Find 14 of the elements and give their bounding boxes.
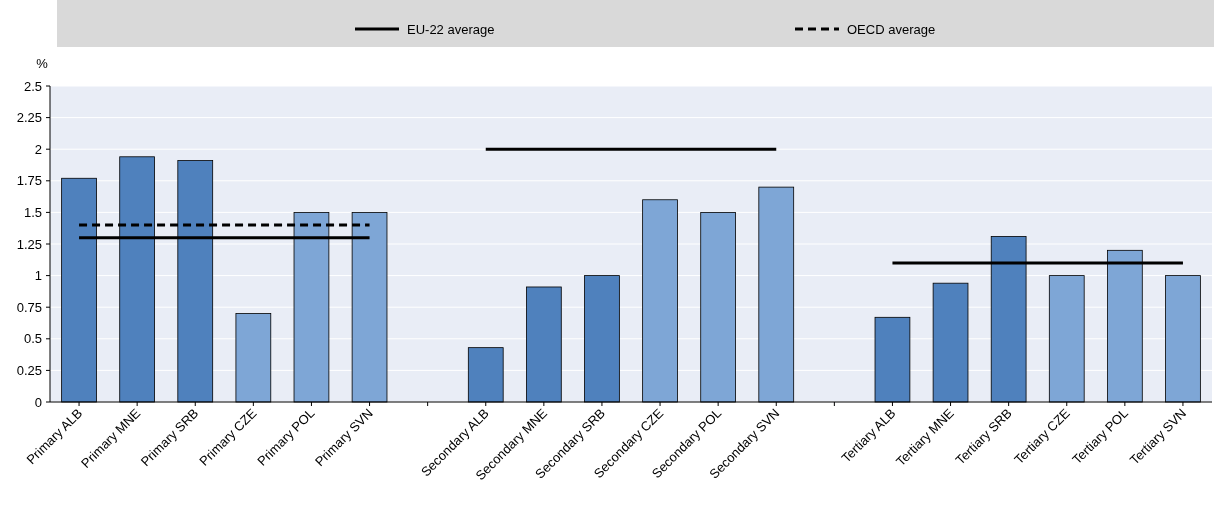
y-tick-label: 2.25 bbox=[16, 110, 42, 126]
y-tick-label: 0.75 bbox=[16, 299, 42, 315]
y-axis-title: % bbox=[36, 56, 49, 71]
y-tick-label: 2.5 bbox=[23, 78, 42, 94]
y-tick-label: 2 bbox=[34, 141, 42, 157]
legend-label: EU-22 average bbox=[407, 21, 495, 37]
legend-label: OECD average bbox=[847, 21, 936, 37]
y-tick-label: 0.25 bbox=[16, 362, 42, 378]
y-tick-label: 1.25 bbox=[16, 236, 42, 252]
y-tick-label: 0.5 bbox=[23, 331, 42, 347]
y-tick-label: 1 bbox=[34, 268, 42, 284]
y-tick-label: 1.5 bbox=[23, 204, 42, 220]
y-tick-label: 0 bbox=[34, 394, 42, 410]
y-tick-label: 1.75 bbox=[16, 173, 42, 189]
